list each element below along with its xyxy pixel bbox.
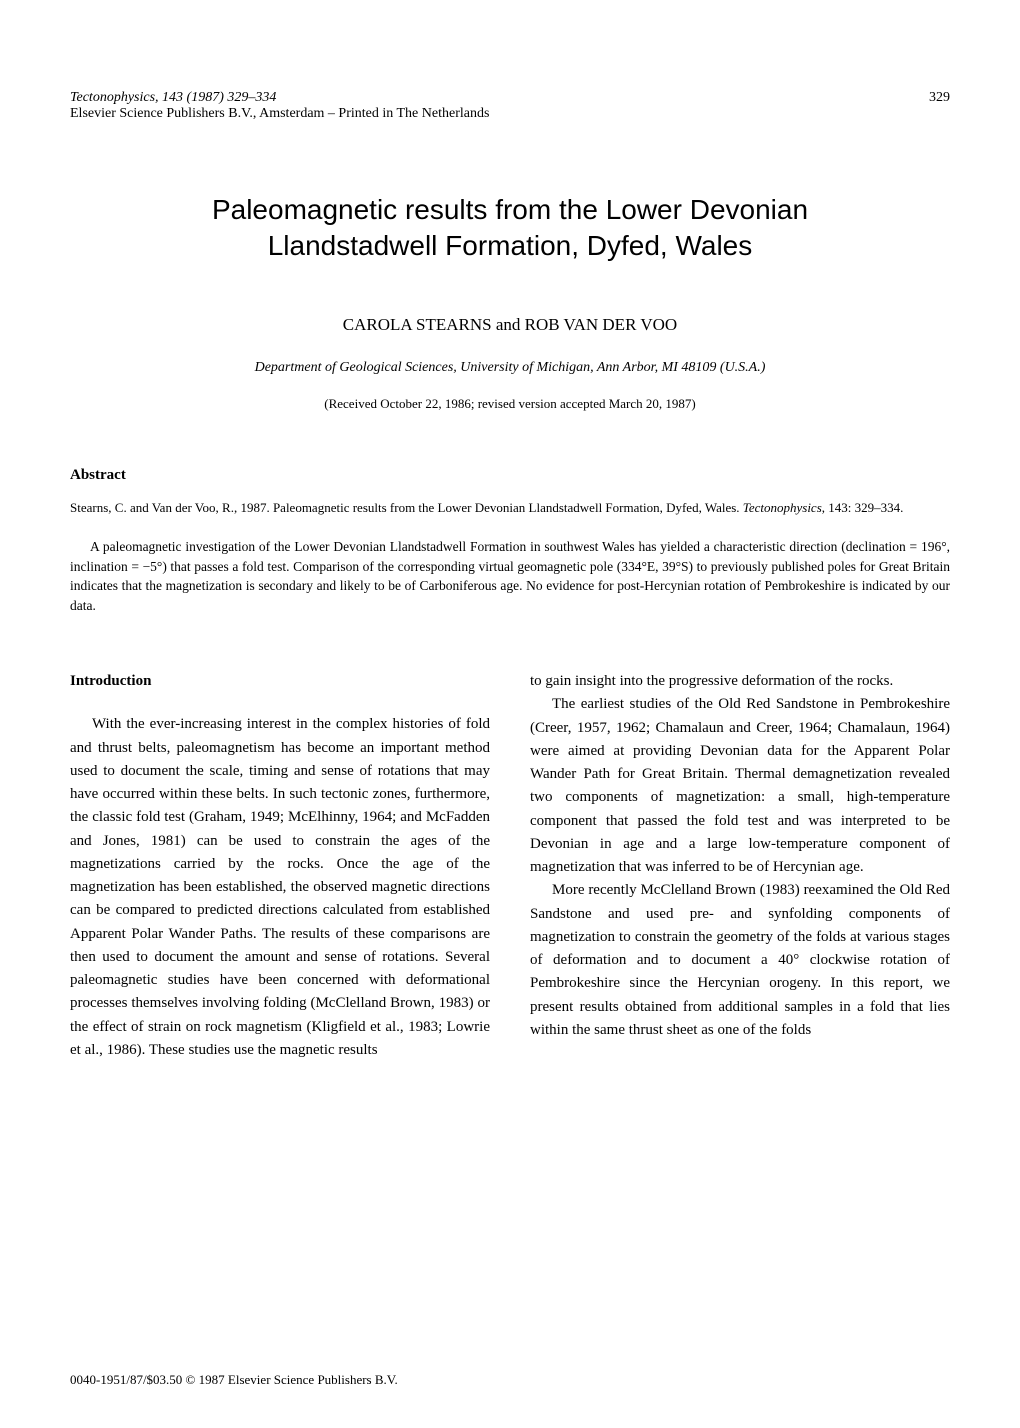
title-line-2: Llandstadwell Formation, Dyfed, Wales bbox=[268, 230, 753, 261]
intro-para-1-cont: to gain insight into the progressive def… bbox=[530, 670, 950, 693]
abstract-citation: Stearns, C. and Van der Voo, R., 1987. P… bbox=[70, 499, 950, 517]
title-line-1: Paleomagnetic results from the Lower Dev… bbox=[212, 194, 808, 225]
authors: CAROLA STEARNS and ROB VAN DER VOO bbox=[70, 315, 950, 335]
intro-para-2: The earliest studies of the Old Red Sand… bbox=[530, 693, 950, 879]
received-date: (Received October 22, 1986; revised vers… bbox=[70, 396, 950, 412]
footer-copyright: 0040-1951/87/$03.50 © 1987 Elsevier Scie… bbox=[70, 1372, 398, 1388]
intro-para-1: With the ever-increasing interest in the… bbox=[70, 713, 490, 1062]
citation-journal: Tectonophysics bbox=[743, 500, 822, 515]
journal-header-line1: Tectonophysics, 143 (1987) 329–334 bbox=[70, 90, 950, 106]
abstract-heading: Abstract bbox=[70, 467, 950, 484]
column-right: to gain insight into the progressive def… bbox=[530, 670, 950, 1062]
affiliation: Department of Geological Sciences, Unive… bbox=[70, 360, 950, 376]
page-number: 329 bbox=[929, 90, 950, 106]
journal-header-line2: Elsevier Science Publishers B.V., Amster… bbox=[70, 106, 950, 122]
citation-prefix: Stearns, C. and Van der Voo, R., 1987. P… bbox=[70, 500, 743, 515]
body-columns: Introduction With the ever-increasing in… bbox=[70, 670, 950, 1062]
abstract-body: A paleomagnetic investigation of the Low… bbox=[70, 537, 950, 615]
introduction-heading: Introduction bbox=[70, 670, 490, 693]
article-title: Paleomagnetic results from the Lower Dev… bbox=[70, 192, 950, 265]
column-left: Introduction With the ever-increasing in… bbox=[70, 670, 490, 1062]
intro-para-3: More recently McClelland Brown (1983) re… bbox=[530, 879, 950, 1042]
citation-suffix: , 143: 329–334. bbox=[822, 500, 904, 515]
